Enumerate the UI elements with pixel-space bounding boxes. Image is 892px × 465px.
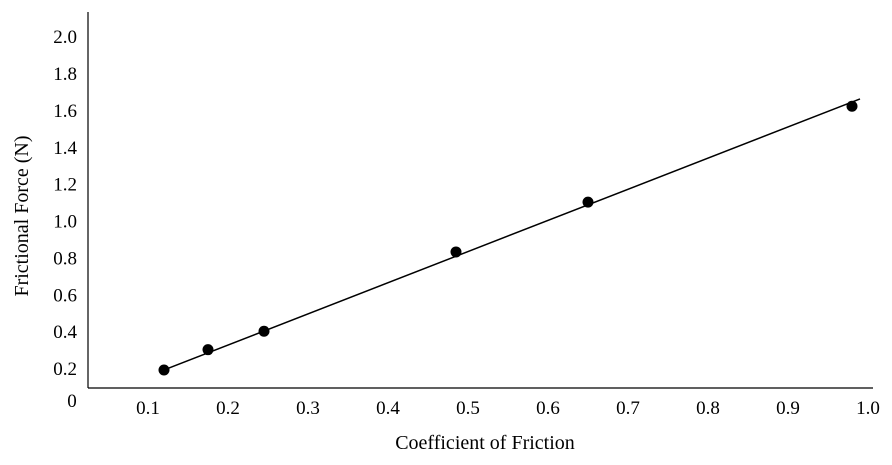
- x-axis-title: Coefficient of Friction: [395, 432, 575, 454]
- x-tick-label: 0.3: [296, 398, 320, 419]
- y-tick-label: 1.4: [53, 138, 77, 159]
- x-tick-label: 0.9: [776, 398, 800, 419]
- data-point: [450, 246, 462, 258]
- y-tick-label: 2.0: [53, 27, 77, 48]
- x-tick-label: 1.0: [856, 398, 880, 419]
- data-point: [846, 100, 858, 112]
- y-tick-label: 0.8: [53, 248, 77, 269]
- x-tick-label: 0.5: [456, 398, 480, 419]
- y-tick-label: 1.8: [53, 64, 77, 85]
- y-tick-label: 1.0: [53, 212, 77, 233]
- origin-label: 0: [67, 391, 77, 412]
- data-point: [202, 344, 214, 356]
- y-tick-label: 1.6: [53, 101, 77, 122]
- y-tick-label: 0.6: [53, 285, 77, 306]
- data-point: [582, 196, 594, 208]
- y-tick-label: 0.4: [53, 322, 77, 343]
- data-points: [158, 100, 858, 376]
- x-tick-label: 0.2: [216, 398, 240, 419]
- y-tick-label: 1.2: [53, 175, 77, 196]
- data-point: [258, 325, 270, 337]
- data-point: [158, 364, 170, 376]
- y-tick-label: 0.2: [53, 359, 77, 380]
- x-tick-label: 0.8: [696, 398, 720, 419]
- x-tick-label: 0.4: [376, 398, 400, 419]
- x-tick-label: 0.1: [136, 398, 160, 419]
- x-tick-label: 0.6: [536, 398, 560, 419]
- trendline: [163, 98, 861, 371]
- y-axis-title: Frictional Force (N): [11, 135, 33, 296]
- x-tick-labels: 0.1 0.2 0.3 0.4 0.5 0.6 0.7 0.8 0.9 1.0: [136, 398, 880, 419]
- y-tick-labels: 0.2 0.4 0.6 0.8 1.0 1.2 1.4 1.6 1.8 2.0: [53, 27, 77, 380]
- x-tick-label: 0.7: [616, 398, 640, 419]
